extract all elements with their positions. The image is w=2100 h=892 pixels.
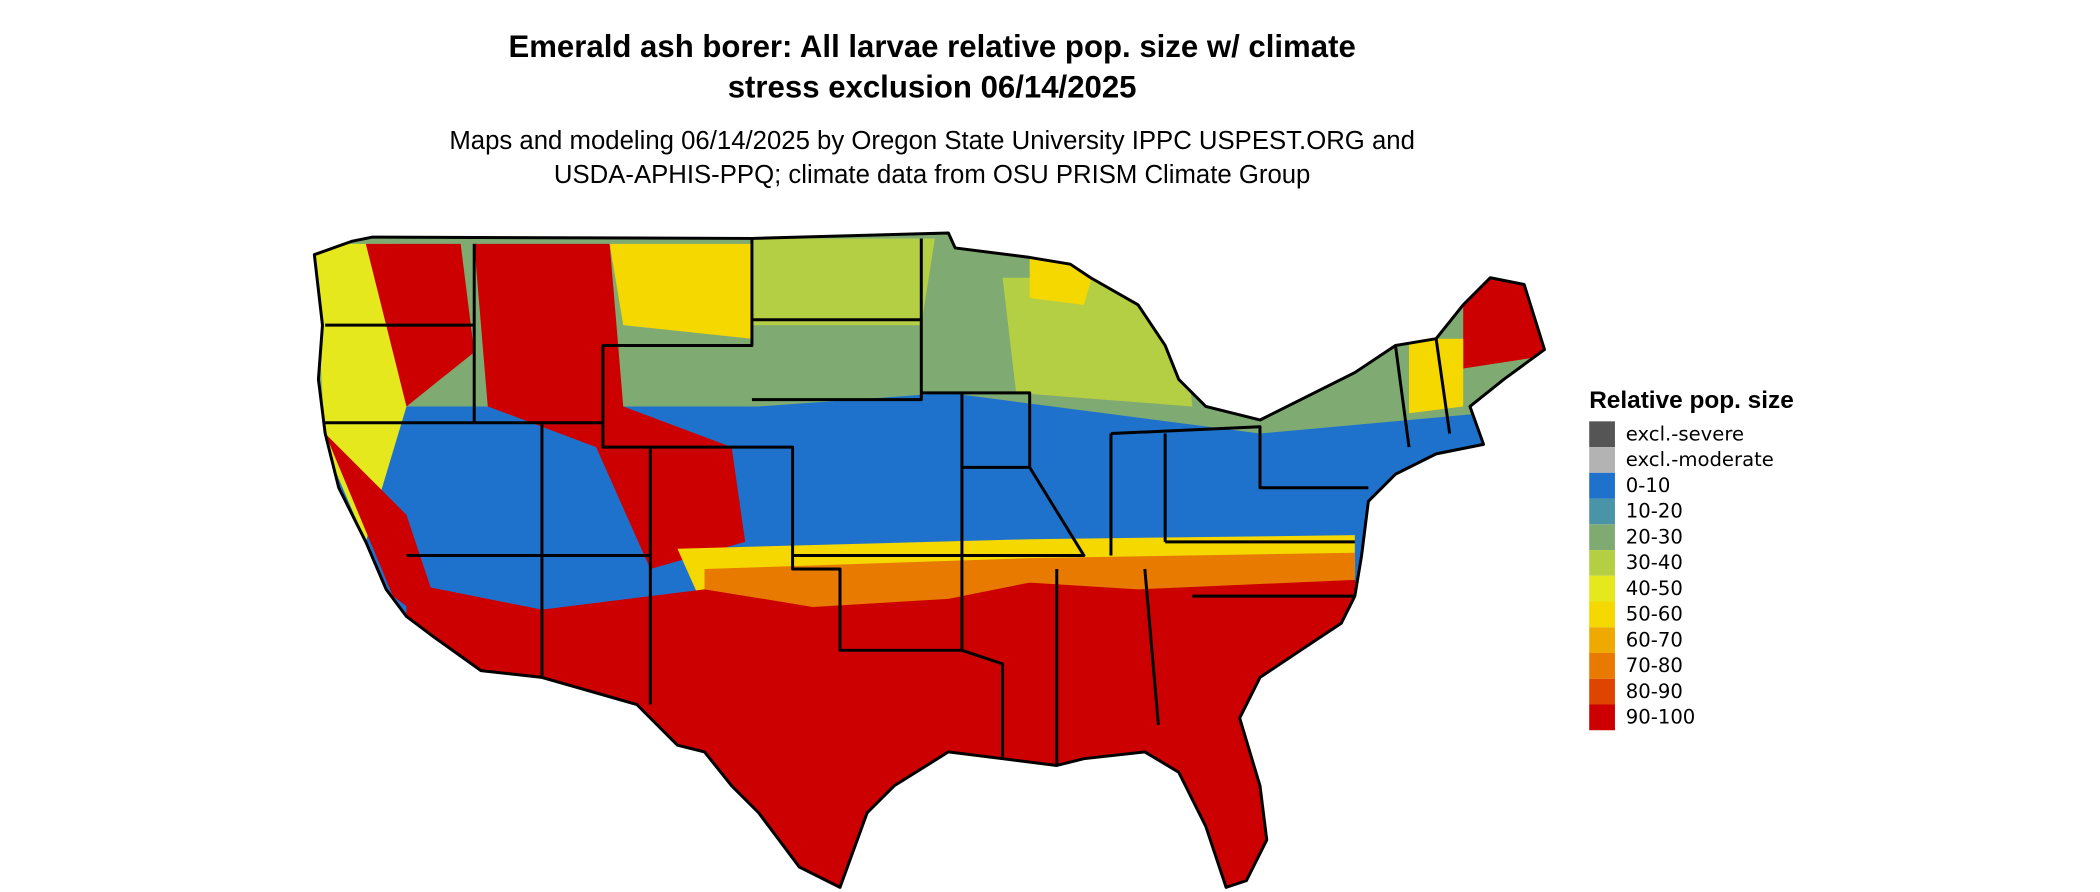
legend-swatch	[1589, 447, 1615, 473]
legend-label: 60-70	[1626, 628, 1683, 651]
legend-swatch	[1589, 550, 1615, 576]
subtitle-line: USDA-APHIS-PPQ; climate data from OSU PR…	[554, 161, 1311, 189]
legend-swatch	[1589, 498, 1615, 525]
legend-label: 80-90	[1626, 680, 1683, 703]
legend-swatch	[1589, 601, 1615, 628]
legend-swatch	[1589, 472, 1615, 499]
map-region	[314, 243, 407, 542]
legend-swatch	[1589, 575, 1615, 602]
legend-swatch	[1589, 704, 1615, 731]
legend-label: 0-10	[1626, 474, 1671, 497]
legend-label: 90-100	[1626, 706, 1696, 729]
legend-swatch	[1589, 653, 1615, 679]
map-region	[406, 579, 1382, 888]
legend-label: 50-60	[1626, 603, 1683, 626]
legend-label: 40-50	[1626, 577, 1683, 600]
legend-label: 30-40	[1626, 551, 1683, 574]
title-line: stress exclusion 06/14/2025	[728, 70, 1137, 105]
legend: excl.-severe excl.-moderate 0-10 10-2020-30…	[1589, 421, 1774, 731]
legend-swatch	[1589, 524, 1615, 551]
state-borders	[312, 231, 1546, 889]
map-region	[704, 552, 1355, 610]
map-region	[751, 238, 935, 326]
subtitle-line: Maps and modeling 06/14/2025 by Oregon S…	[449, 127, 1415, 155]
map-region	[474, 243, 746, 570]
legend-swatch	[1589, 627, 1615, 654]
legend-label: 70-80	[1626, 654, 1683, 677]
legend-title: Relative pop. size	[1589, 387, 1794, 414]
legend-label: excl.-severe	[1626, 422, 1744, 445]
map-region	[1409, 338, 1464, 414]
legend-label: 20-30	[1626, 525, 1683, 548]
legend-label: 10-20	[1626, 500, 1683, 523]
legend-label: excl.-moderate	[1626, 448, 1774, 471]
legend-swatch	[1589, 678, 1615, 705]
legend-swatch	[1589, 421, 1615, 448]
map-region	[609, 243, 752, 339]
title-line: Emerald ash borer: All larvae relative p…	[508, 29, 1355, 64]
